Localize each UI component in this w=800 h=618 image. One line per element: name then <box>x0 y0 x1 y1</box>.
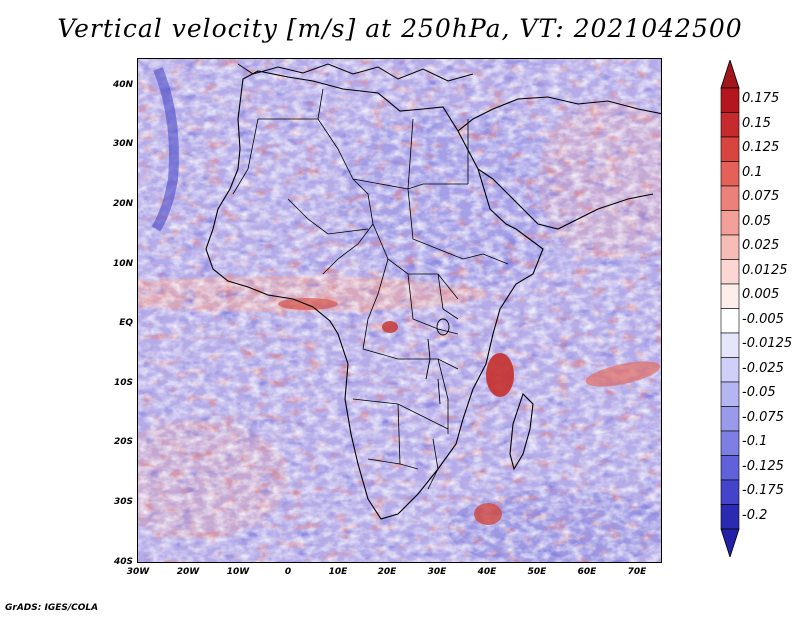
updraft-congo <box>382 321 398 333</box>
colorbar <box>720 60 740 557</box>
lon-tick-60e: 60E <box>577 567 597 577</box>
lat-tick-20s: 20S <box>113 437 133 447</box>
colorbar-swatch <box>720 259 740 285</box>
lon-tick-30w: 30W <box>126 567 150 577</box>
colorbar-label: 0.075 <box>742 189 780 205</box>
madagascar-outline <box>509 392 534 471</box>
colorbar-swatch <box>720 381 740 407</box>
arabia-coastline <box>457 96 661 230</box>
lon-tick-30e: 30E <box>427 567 447 577</box>
colorbar-swatch <box>720 332 740 358</box>
lat-tick-eq: EQ <box>119 318 133 328</box>
lat-tick-30n: 30N <box>112 139 133 149</box>
colorbar-label: -0.075 <box>742 409 784 425</box>
updraft-south-east <box>474 503 502 525</box>
updraft-indian-ocean <box>585 361 661 387</box>
colorbar-swatch <box>720 357 740 383</box>
colorbar-label: -0.125 <box>742 458 784 474</box>
colorbar-label: -0.005 <box>742 311 784 327</box>
colorbar-label: 0.025 <box>742 238 780 254</box>
africa-coastline <box>205 70 544 520</box>
lon-tick-10e: 10E <box>328 567 348 577</box>
colorbar-swatch <box>720 479 740 505</box>
colorbar-swatch <box>720 136 740 162</box>
colorbar-swatch <box>720 430 740 456</box>
colorbar-label: -0.025 <box>742 360 784 376</box>
downdraft-band-atlantic <box>151 67 179 232</box>
lon-tick-70e: 70E <box>627 567 647 577</box>
velocity-field <box>138 59 661 562</box>
colorbar-swatch <box>720 161 740 187</box>
lon-tick-50e: 50E <box>527 567 547 577</box>
strong-updraft-mozambique-channel <box>486 353 514 397</box>
colorbar-label: 0.0125 <box>742 262 788 278</box>
lon-tick-20e: 20E <box>377 567 397 577</box>
colorbar-swatch <box>720 112 740 138</box>
colorbar-max-arrow <box>720 60 740 89</box>
grads-credit: GrADS: IGES/COLA <box>5 603 99 613</box>
colorbar-min-arrow <box>720 528 740 557</box>
lat-tick-10s: 10S <box>113 378 133 388</box>
map-title: Vertical velocity [m/s] at 250hPa, VT: 2… <box>57 14 743 43</box>
europe-coastline <box>237 63 474 82</box>
colorbar-swatch <box>720 185 740 211</box>
colorbar-label: -0.1 <box>742 434 768 450</box>
colorbar-swatch <box>720 308 740 334</box>
map-plot-area <box>137 58 662 563</box>
colorbar-swatch <box>720 210 740 236</box>
colorbar-swatch <box>720 504 740 530</box>
colorbar-label: 0.15 <box>742 115 771 131</box>
colorbar-label: 0.175 <box>742 91 780 107</box>
colorbar-swatch <box>720 87 740 113</box>
colorbar-label: 0.1 <box>742 164 763 180</box>
lon-tick-0: 0 <box>284 567 292 577</box>
lat-tick-40n: 40N <box>112 80 133 90</box>
lon-tick-10w: 10W <box>226 567 250 577</box>
updraft-gulf-of-guinea <box>278 298 338 310</box>
colorbar-swatch <box>720 283 740 309</box>
colorbar-label: 0.005 <box>742 287 780 303</box>
colorbar-label: 0.125 <box>742 140 780 156</box>
lat-tick-20n: 20N <box>112 199 133 209</box>
country-borders <box>232 88 509 490</box>
lat-tick-40s: 40S <box>113 557 133 567</box>
lat-tick-30s: 30S <box>113 497 133 507</box>
colorbar-swatch <box>720 455 740 481</box>
colorbar-label: -0.0125 <box>742 336 793 352</box>
colorbar-swatch <box>720 234 740 260</box>
lon-tick-20w: 20W <box>176 567 200 577</box>
colorbar-label: 0.05 <box>742 213 771 229</box>
colorbar-swatch <box>720 406 740 432</box>
great-lakes <box>425 318 450 405</box>
lon-tick-40e: 40E <box>477 567 497 577</box>
colorbar-label: -0.2 <box>742 507 768 523</box>
colorbar-label: -0.05 <box>742 385 776 401</box>
lat-tick-10n: 10N <box>112 259 133 269</box>
colorbar-label: -0.175 <box>742 483 784 499</box>
